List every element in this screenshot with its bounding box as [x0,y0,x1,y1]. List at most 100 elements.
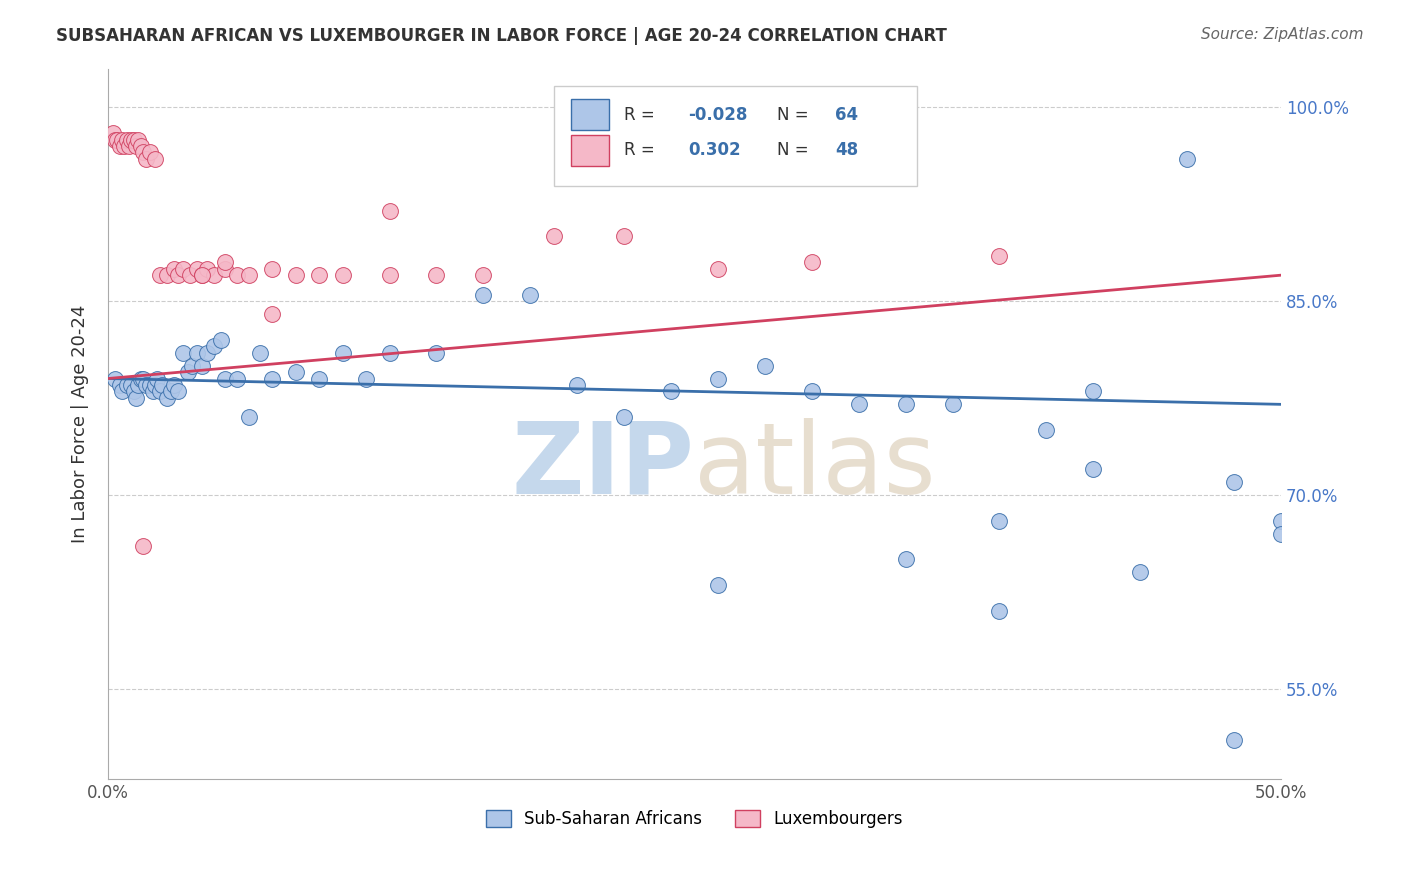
Point [191,359,214,373]
Point [1035,423,1057,437]
Point [163,378,186,392]
FancyBboxPatch shape [554,87,917,186]
Point [139,378,162,392]
Point [186,261,208,276]
Point [125,391,148,405]
Text: N =: N = [776,105,814,124]
Point [1270,514,1292,528]
Point [249,345,271,359]
Point [191,268,214,282]
Point [262,261,284,276]
Point [167,384,190,399]
Point [129,371,152,385]
Point [332,268,354,282]
Point [132,371,155,385]
Point [284,268,307,282]
Text: -0.028: -0.028 [689,105,748,124]
Point [472,287,495,301]
Point [104,371,127,385]
Point [894,397,917,411]
Point [150,378,173,392]
Point [1083,462,1105,476]
Point [988,249,1011,263]
Point [105,132,128,146]
Text: SUBSAHARAN AFRICAN VS LUXEMBOURGER IN LABOR FORCE | AGE 20-24 CORRELATION CHART: SUBSAHARAN AFRICAN VS LUXEMBOURGER IN LA… [56,27,948,45]
Point [1175,152,1198,166]
Point [202,268,225,282]
Point [800,255,823,269]
Point [149,384,172,399]
Point [308,268,330,282]
Point [567,378,589,392]
Point [988,514,1011,528]
Point [120,132,142,146]
Point [163,261,186,276]
Point [135,152,157,166]
Point [108,378,131,392]
Point [238,268,260,282]
Point [332,345,354,359]
Point [127,132,149,146]
Point [191,268,214,282]
Point [613,229,636,244]
Point [202,339,225,353]
Point [238,410,260,425]
Point [354,371,377,385]
Text: N =: N = [776,141,814,159]
Point [172,261,194,276]
Point [156,268,179,282]
Legend: Sub-Saharan Africans, Luxembourgers: Sub-Saharan Africans, Luxembourgers [479,803,910,835]
Text: R =: R = [624,141,659,159]
Point [177,365,200,379]
Point [101,126,124,140]
Point [118,139,141,153]
Point [160,384,183,399]
Point [472,268,495,282]
Point [214,261,236,276]
Point [308,371,330,385]
Point [378,345,401,359]
Point [1223,475,1246,489]
Point [149,268,172,282]
Point [111,132,134,146]
Point [120,378,142,392]
Point [132,540,155,554]
Text: 0.302: 0.302 [689,141,741,159]
Text: R =: R = [624,105,659,124]
Point [179,268,201,282]
Text: atlas: atlas [695,417,936,515]
Point [262,307,284,321]
Point [181,359,204,373]
Point [172,345,194,359]
Point [543,229,565,244]
Point [226,371,249,385]
Point [146,371,169,385]
Point [214,371,236,385]
Point [132,145,155,160]
Point [1129,566,1152,580]
Point [754,359,776,373]
Y-axis label: In Labor Force | Age 20-24: In Labor Force | Age 20-24 [72,304,89,543]
Point [122,132,145,146]
Point [195,261,218,276]
Point [1270,526,1292,541]
Point [115,132,138,146]
Point [1223,733,1246,747]
Point [195,345,218,359]
Point [613,410,636,425]
Text: 64: 64 [835,105,858,124]
Point [111,384,134,399]
Point [125,139,148,153]
Point [186,345,208,359]
Point [129,139,152,153]
Point [104,132,127,146]
Point [214,255,236,269]
Point [127,378,149,392]
Point [108,139,131,153]
Point [284,365,307,379]
Point [139,145,162,160]
Point [425,345,447,359]
Point [707,578,730,592]
Text: 48: 48 [835,141,858,159]
Point [135,378,157,392]
